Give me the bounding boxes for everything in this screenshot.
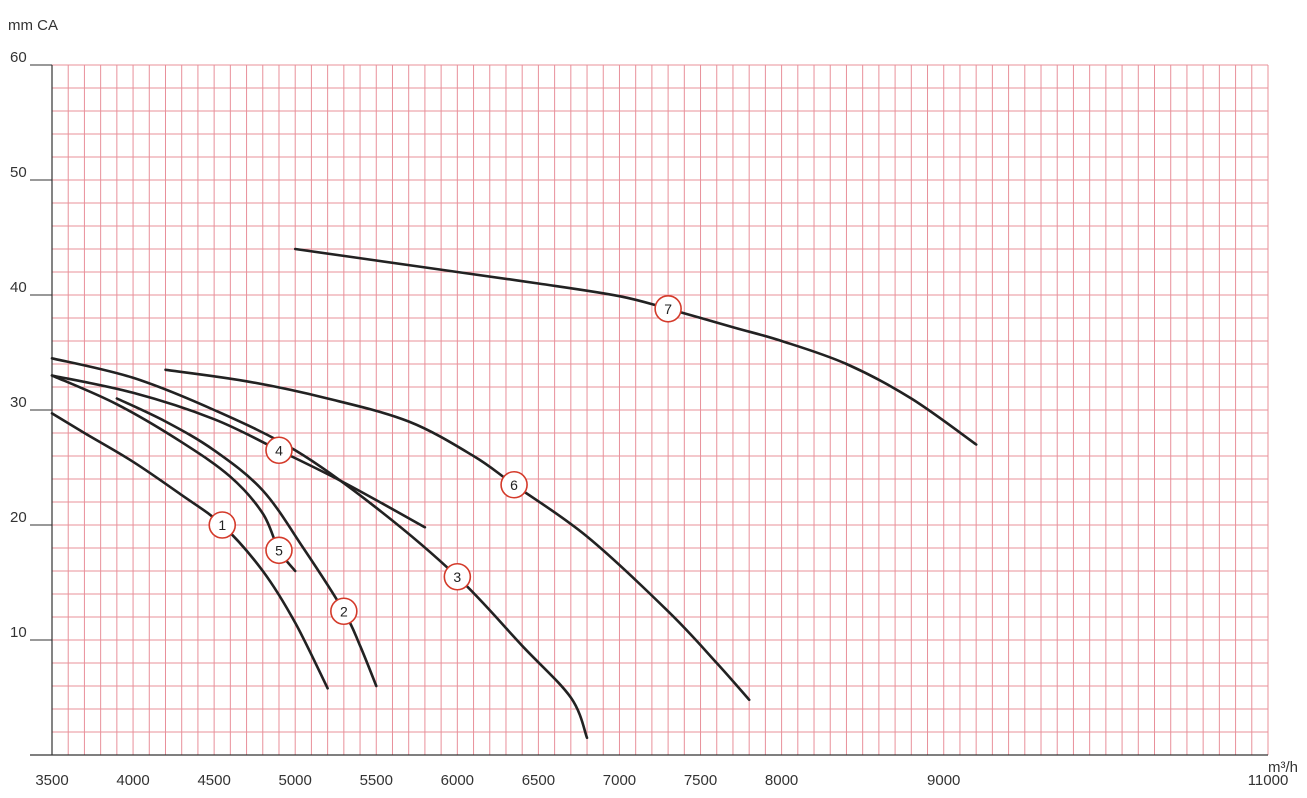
curve-label-6: 6: [510, 477, 518, 493]
grid: [51, 64, 1269, 756]
x-tick-label: 4500: [197, 772, 230, 789]
curve-label-circle-2: [330, 597, 358, 626]
x-tick-label: 5500: [360, 772, 393, 789]
curve-3: [50, 357, 589, 740]
y-tick-label: 30: [10, 394, 27, 411]
x-tick-label: 3500: [35, 772, 68, 789]
curve-label-circle-3: [443, 562, 472, 591]
curve-label-1: 1: [218, 517, 226, 533]
x-tick-label: 4000: [116, 772, 149, 789]
curve-label-2: 2: [340, 603, 348, 619]
curve-label-circle-5: [265, 536, 293, 565]
x-tick-label: 8000: [765, 772, 798, 789]
x-tick-label: 7500: [684, 772, 717, 789]
curve-markers: 1 2 3 4 5 6 7: [208, 294, 682, 626]
curve-label-7: 7: [664, 301, 672, 317]
x-axis-unit-label: m³/h: [1268, 759, 1298, 776]
x-tick-label: 11000: [1248, 772, 1289, 789]
y-tick-label: 20: [10, 509, 27, 526]
curve-label-circle-7: [654, 294, 682, 323]
curve-label-4: 4: [275, 442, 283, 458]
curve-6: [164, 368, 751, 702]
y-tick-label: 40: [10, 279, 27, 296]
tick-labels: 10 20 30 40 50 60 3500 4000 4500 5000 5500 6000 6500…: [10, 49, 1298, 789]
x-tick-label: 5000: [279, 772, 312, 789]
curve-4: [50, 374, 427, 529]
y-tick-label: 10: [10, 624, 27, 641]
y-tick-label: 60: [10, 49, 27, 66]
x-tick-label: 7000: [603, 772, 636, 789]
curve-label-circle-4: [265, 436, 293, 465]
curve-label-circle-6: [500, 470, 528, 499]
x-tick-label: 6000: [441, 772, 474, 789]
x-tick-label: 9000: [927, 772, 960, 789]
curve-1: [50, 412, 329, 690]
axes: [30, 64, 1268, 756]
curve-label-circle-1: [208, 511, 237, 539]
x-tick-label: 6500: [522, 772, 555, 789]
curve-label-3: 3: [453, 569, 461, 585]
curve-2: [115, 397, 378, 688]
curve-label-5: 5: [275, 542, 283, 558]
y-axis-unit-label: mm CA: [8, 17, 58, 34]
y-tick-label: 50: [10, 164, 27, 181]
